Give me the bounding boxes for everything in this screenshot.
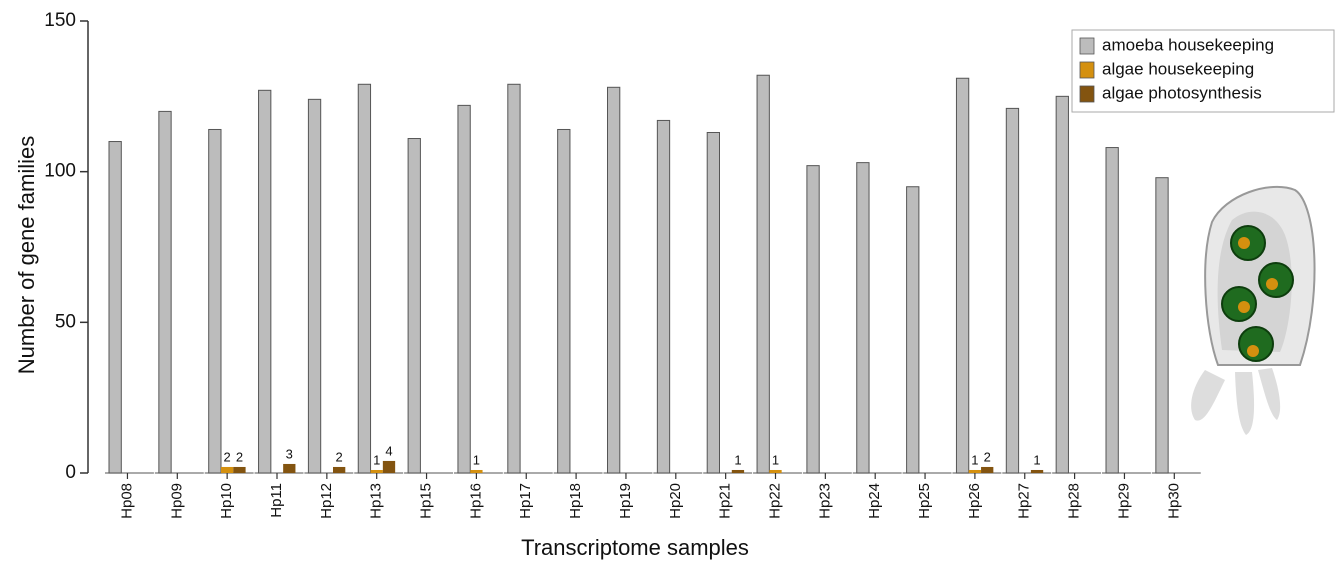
x-tick-label: Hp24: [866, 483, 883, 519]
x-tick-label: Hp23: [816, 483, 833, 519]
x-tick-label: Hp22: [766, 483, 783, 519]
bar: [408, 139, 420, 473]
bar: [707, 132, 719, 473]
y-axis-title: Number of gene families: [14, 136, 39, 374]
x-tick-label: Hp28: [1066, 483, 1083, 519]
legend: amoeba housekeeping algae housekeeping alg…: [1072, 30, 1334, 112]
value-label: 1: [734, 452, 741, 467]
value-label: 4: [385, 443, 392, 458]
x-tick-label: Hp19: [617, 483, 634, 519]
value-label: 3: [286, 446, 293, 461]
bar: [221, 467, 233, 473]
bar: [969, 470, 981, 473]
x-tick-label: Hp15: [418, 483, 435, 519]
x-tick-label: Hp17: [517, 483, 534, 519]
bar: [1006, 108, 1018, 473]
legend-label: algae housekeeping: [1102, 59, 1254, 78]
bar: [732, 470, 744, 473]
value-label: 1: [1033, 452, 1040, 467]
y-tick-label: 0: [65, 462, 76, 483]
value-label: 2: [224, 449, 231, 464]
bar: [458, 105, 470, 473]
value-label: 1: [473, 452, 480, 467]
x-axis-title: Transcriptome samples: [521, 535, 749, 560]
x-tick-label: Hp26: [966, 483, 983, 519]
y-tick-label: 150: [44, 10, 76, 31]
bar: [383, 461, 395, 473]
legend-label: amoeba housekeeping: [1102, 35, 1274, 54]
y-tick-label: 50: [55, 311, 76, 332]
bar: [757, 75, 769, 473]
x-tick-label: Hp21: [717, 483, 734, 519]
legend-swatch: [1080, 62, 1094, 78]
x-tick-label: Hp16: [467, 483, 484, 519]
legend-swatch: [1080, 38, 1094, 54]
bar: [956, 78, 968, 473]
bar: [358, 84, 370, 473]
x-tick-label: Hp10: [218, 483, 235, 519]
value-label: 1: [971, 452, 978, 467]
y-tick-label: 100: [44, 161, 76, 182]
chart: Transcriptome samples Number of gene fam…: [0, 0, 1336, 564]
bar: [1031, 470, 1043, 473]
bar: [371, 470, 383, 473]
bar: [857, 163, 869, 473]
bar: [333, 467, 345, 473]
value-label: 1: [772, 452, 779, 467]
x-tick-label: Hp29: [1115, 483, 1132, 519]
legend-label: algae photosynthesis: [1102, 83, 1262, 102]
x-tick-label: Hp30: [1165, 483, 1182, 519]
x-tick-label: Hp11: [268, 483, 285, 518]
bar: [807, 166, 819, 473]
x-tick-label: Hp08: [118, 483, 135, 519]
bar: [608, 87, 620, 473]
bar: [159, 111, 171, 473]
legend-swatch: [1080, 86, 1094, 102]
x-tick-label: Hp09: [168, 483, 185, 519]
bar: [1056, 96, 1068, 473]
bar: [283, 464, 295, 473]
bar: [470, 470, 482, 473]
bar: [209, 129, 221, 473]
x-tick-label: Hp25: [916, 483, 933, 519]
value-label: 2: [336, 449, 343, 464]
bar: [308, 99, 320, 473]
x-tick-label: Hp27: [1016, 483, 1033, 519]
x-tick-label: Hp18: [567, 483, 584, 519]
bar: [1156, 178, 1168, 473]
bar: [259, 90, 271, 473]
bar: [233, 467, 245, 473]
value-label: 2: [236, 449, 243, 464]
value-label: 2: [984, 449, 991, 464]
bar: [508, 84, 520, 473]
x-tick-label: Hp12: [318, 483, 335, 519]
bar: [109, 142, 121, 473]
bar: [769, 470, 781, 473]
bar: [558, 129, 570, 473]
bar: [1106, 148, 1118, 473]
x-tick-label: Hp20: [667, 483, 684, 519]
value-label: 1: [373, 452, 380, 467]
bar: [907, 187, 919, 473]
amoeba-illustration: [1191, 187, 1314, 435]
bar: [981, 467, 993, 473]
bar: [657, 120, 669, 473]
x-tick-label: Hp13: [368, 483, 385, 519]
